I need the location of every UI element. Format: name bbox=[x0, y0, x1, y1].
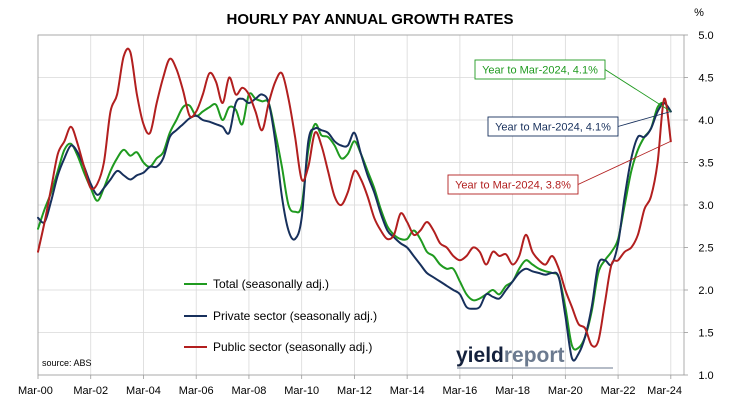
annotation-box bbox=[447, 174, 579, 195]
x-tick-label: Mar-22 bbox=[601, 385, 636, 397]
x-tick-label: Mar-16 bbox=[442, 385, 477, 397]
x-tick-label: Mar-04 bbox=[126, 385, 161, 397]
y-tick-label: 4.5 bbox=[698, 73, 713, 85]
y-tick-label: 2.5 bbox=[698, 243, 713, 255]
x-tick-label: Mar-02 bbox=[73, 385, 108, 397]
legend: Total (seasonally adj.) Private sector (s… bbox=[184, 277, 377, 354]
x-tick-label: Mar-06 bbox=[179, 385, 214, 397]
y-tick-label: 3.5 bbox=[698, 158, 713, 170]
annotation-label: Year to Mar-2024, 3.8% bbox=[455, 180, 571, 192]
annotation-total: Year to Mar-2024, 4.1% bbox=[474, 59, 672, 112]
annotation-leader bbox=[604, 69, 672, 112]
legend-item-public: Public sector (seasonally adj.) bbox=[184, 340, 372, 354]
x-tick-label: Mar-18 bbox=[495, 385, 530, 397]
series-line-private bbox=[37, 93, 672, 362]
y-tick-label: 1.5 bbox=[698, 328, 713, 340]
x-tick-label: Mar-24 bbox=[647, 385, 682, 397]
series-line-total bbox=[37, 92, 672, 351]
source-note: source: ABS bbox=[42, 358, 92, 368]
annotation-label: Year to Mar-2024, 4.1% bbox=[482, 65, 598, 77]
chart-title: HOURLY PAY ANNUAL GROWTH RATES bbox=[227, 11, 514, 28]
series-line-public bbox=[37, 47, 672, 348]
annotation-leader bbox=[577, 140, 672, 185]
annotation-private: Year to Mar-2024, 4.1% bbox=[487, 111, 671, 137]
legend-label: Public sector (seasonally adj.) bbox=[213, 340, 372, 354]
y-tick-label: 4.0 bbox=[698, 115, 713, 127]
x-tick-label: Mar-12 bbox=[337, 385, 372, 397]
legend-label: Total (seasonally adj.) bbox=[213, 277, 329, 291]
annotations: Year to Mar-2024, 4.1% Year to Mar-2024, … bbox=[447, 59, 672, 195]
annotation-leader bbox=[617, 111, 671, 127]
series-lines bbox=[37, 47, 672, 362]
y-tick-label: 2.0 bbox=[698, 285, 713, 297]
annotation-box bbox=[474, 59, 606, 80]
y-axis-unit-label: % bbox=[694, 7, 704, 19]
y-axis-ticks: 1.0 1.5 2.0 2.5 3.0 3.5 4.0 4.5 5.0 bbox=[684, 30, 714, 382]
annotation-box bbox=[487, 116, 619, 137]
logo-text: yieldreport bbox=[456, 344, 565, 367]
x-tick-label: Mar-20 bbox=[548, 385, 583, 397]
x-tick-label: Mar-10 bbox=[284, 385, 319, 397]
x-tick-label: Mar-14 bbox=[390, 385, 425, 397]
legend-item-total: Total (seasonally adj.) bbox=[184, 277, 329, 291]
yieldreport-logo: yieldreport bbox=[456, 344, 613, 369]
y-tick-label: 1.0 bbox=[698, 370, 713, 382]
x-tick-label: Mar-00 bbox=[18, 385, 53, 397]
legend-item-private: Private sector (seasonally adj.) bbox=[184, 309, 377, 323]
annotation-label: Year to Mar-2024, 4.1% bbox=[495, 122, 611, 134]
y-tick-label: 3.0 bbox=[698, 200, 713, 212]
x-axis-ticks: Mar-00 Mar-02 Mar-04 Mar-06 Mar-08 Mar-10 Mar-… bbox=[18, 375, 682, 397]
x-tick-label: Mar-08 bbox=[232, 385, 267, 397]
annotation-public: Year to Mar-2024, 3.8% bbox=[447, 140, 672, 195]
legend-label: Private sector (seasonally adj.) bbox=[213, 309, 377, 323]
y-tick-label: 5.0 bbox=[698, 30, 713, 42]
